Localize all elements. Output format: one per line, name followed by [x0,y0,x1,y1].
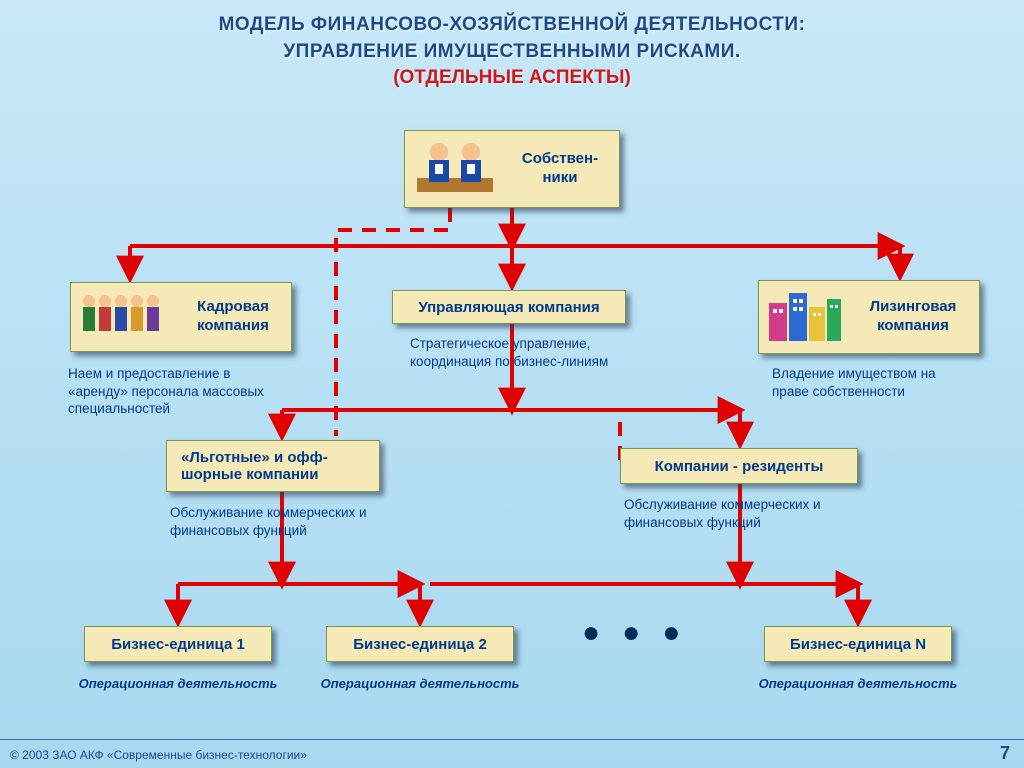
footer-copyright: © 2003 ЗАО АКФ «Современные бизнес-техно… [10,748,307,762]
node-buN-label: Бизнес-единица N [790,636,926,653]
people-meeting-icon [411,136,499,202]
title-subtitle: (ОТДЕЛЬНЫЕ АСПЕКТЫ) [0,67,1024,89]
oper-1: Операционная деятельность [78,676,278,691]
node-mgmt: Управляющая компания [392,290,626,324]
oper-2: Операционная деятельность [320,676,520,691]
slide-title: МОДЕЛЬ ФИНАНСОВО-ХОЗЯЙСТВЕННОЙ ДЕЯТЕЛЬНО… [0,0,1024,89]
oper-N: Операционная деятельность [758,676,958,691]
ellipsis-dots: ●●● [582,616,702,650]
node-leasing-label: Лизинговаякомпания [853,298,973,336]
node-bu1: Бизнес-единица 1 [84,626,272,662]
node-owners-label: Собствен-ники [507,150,613,188]
title-line-1: МОДЕЛЬ ФИНАНСОВО-ХОЗЯЙСТВЕННОЙ ДЕЯТЕЛЬНО… [0,12,1024,39]
desc-hr: Наем и предоставление в«аренду» персонал… [68,365,264,418]
buildings-icon [765,285,845,349]
desc-mgmt: Стратегическое управление,координация по… [410,335,608,370]
node-hr: Кадроваякомпания [70,282,292,352]
title-line-2: УПРАВЛЕНИЕ ИМУЩЕСТВЕННЫМИ РИСКАМИ. [0,39,1024,66]
desc-leasing: Владение имуществом направе собственност… [772,365,936,400]
node-offshore-label: «Льготные» и офф-шорные компании [175,449,371,483]
node-residents: Компании - резиденты [620,448,858,484]
node-mgmt-label: Управляющая компания [418,299,599,316]
node-hr-label: Кадроваякомпания [181,298,285,336]
node-owners: Собствен-ники [404,130,620,208]
node-leasing: Лизинговаякомпания [758,280,980,354]
desc-residents: Обслуживание коммерческих ифинансовых фу… [624,496,821,531]
footer-divider [0,739,1024,740]
node-residents-label: Компании - резиденты [655,458,824,475]
node-bu2: Бизнес-единица 2 [326,626,514,662]
node-buN: Бизнес-единица N [764,626,952,662]
node-bu2-label: Бизнес-единица 2 [353,636,487,653]
node-offshore: «Льготные» и офф-шорные компании [166,440,380,492]
people-group-icon [77,287,173,347]
footer-page-number: 7 [1000,743,1010,764]
node-bu1-label: Бизнес-единица 1 [111,636,245,653]
desc-offshore: Обслуживание коммерческих ифинансовых фу… [170,504,367,539]
